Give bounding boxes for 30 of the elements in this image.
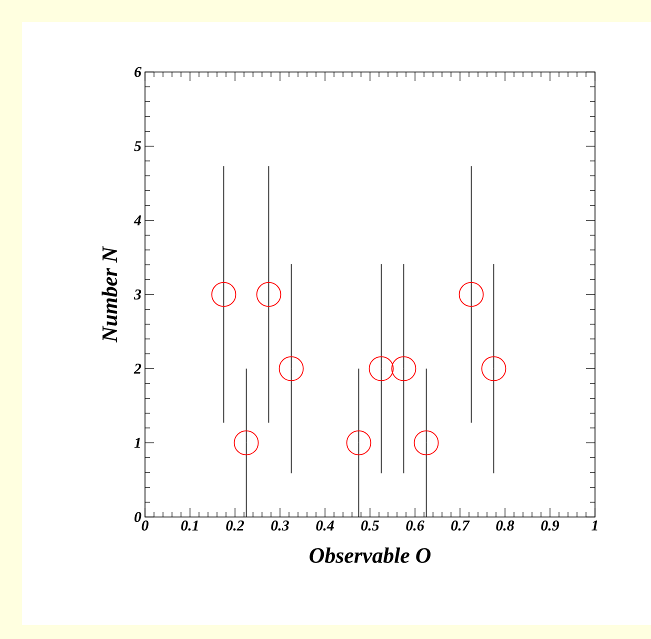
point bbox=[234, 430, 259, 456]
y-tick-label: 1 bbox=[134, 438, 140, 448]
point bbox=[414, 430, 439, 456]
point bbox=[256, 282, 282, 307]
point bbox=[346, 430, 372, 456]
point bbox=[458, 282, 484, 307]
x-tick-label: 0.3 bbox=[271, 520, 289, 531]
y-tick-label: 5 bbox=[134, 141, 142, 152]
x-tick-label: 0.4 bbox=[316, 520, 334, 531]
x-tick-label: 0.2 bbox=[226, 520, 244, 531]
y-tick-label: 4 bbox=[134, 215, 142, 226]
x-tick-label: 0.7 bbox=[451, 520, 470, 531]
x-tick-label: 0.6 bbox=[406, 520, 424, 531]
x-tick-label: 0 bbox=[142, 520, 148, 531]
y-tick-label: 3 bbox=[134, 289, 142, 300]
x-tick-label: 0.1 bbox=[181, 520, 198, 531]
x-tick-label: 0.5 bbox=[361, 520, 379, 531]
point bbox=[481, 356, 506, 382]
y-tick-label: 6 bbox=[134, 66, 142, 77]
point bbox=[211, 282, 236, 307]
x-tick-label: 1 bbox=[592, 520, 598, 530]
x-tick-label: 0.8 bbox=[496, 520, 514, 531]
y-axis-title: Number N bbox=[102, 246, 118, 342]
y-tick-label: 0 bbox=[134, 512, 142, 522]
x-tick-label: 0.9 bbox=[541, 520, 560, 531]
point bbox=[278, 356, 304, 382]
point bbox=[368, 356, 394, 382]
x-axis-title: Observable O bbox=[310, 548, 431, 563]
point bbox=[391, 356, 416, 382]
y-tick-label: 2 bbox=[134, 364, 142, 374]
